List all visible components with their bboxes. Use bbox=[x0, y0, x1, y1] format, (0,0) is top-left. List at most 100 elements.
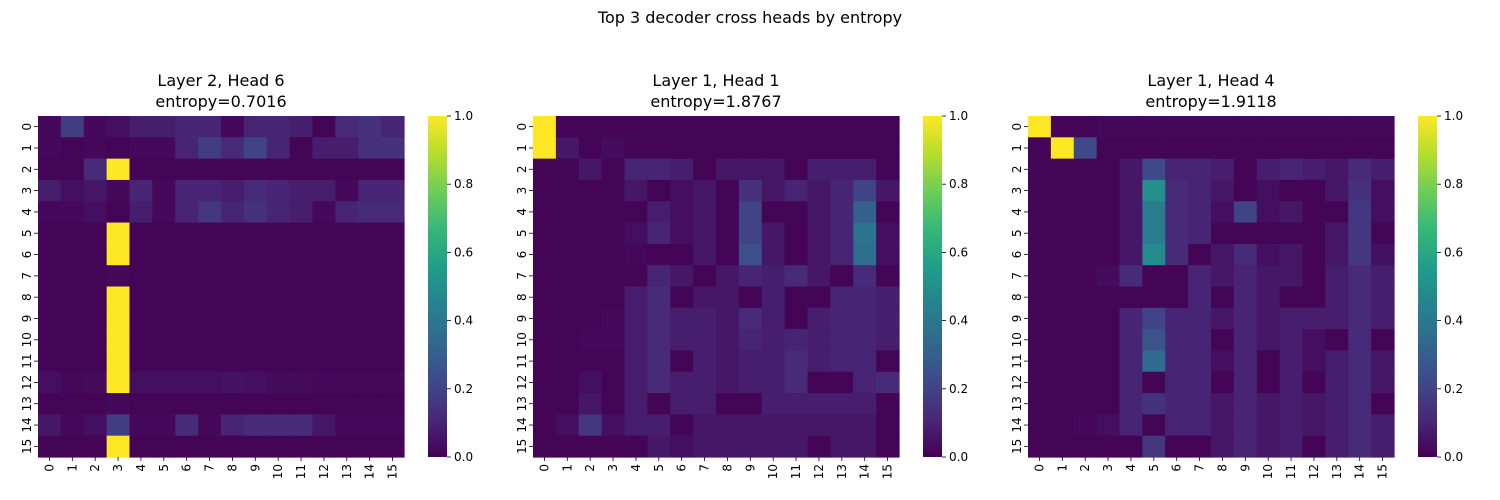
heatmap-cell-r13-c9 bbox=[738, 393, 763, 415]
y-tick-label: 9 bbox=[20, 315, 34, 323]
colorbar-tick-label: 0.6 bbox=[1444, 245, 1463, 259]
heatmap-cell-r4-c9 bbox=[738, 201, 763, 224]
heatmap-cell-r11-c1 bbox=[60, 350, 85, 373]
colorbar-tick-label: 0.8 bbox=[1444, 177, 1463, 191]
heatmap-cell-r13-c12 bbox=[1302, 393, 1326, 415]
heatmap-cell-r11-c10 bbox=[761, 350, 786, 373]
heatmap-cell-r5-c13 bbox=[1325, 222, 1349, 245]
y-tick-label: 4 bbox=[20, 208, 34, 216]
heatmap-cell-r14-c14 bbox=[358, 414, 382, 437]
heatmap-cell-r1-c5 bbox=[152, 137, 176, 160]
heatmap-cell-r12-c12 bbox=[1302, 371, 1326, 394]
x-tick-label: 6 bbox=[180, 464, 194, 472]
heatmap-cell-r13-c10 bbox=[266, 393, 291, 415]
heatmap-cell-r5-c4 bbox=[1119, 222, 1143, 245]
heatmap-cell-r4-c1 bbox=[60, 201, 85, 224]
heatmap-cell-r10-c15 bbox=[876, 329, 900, 352]
heatmap-cell-r14-c4 bbox=[624, 414, 648, 437]
heatmap-cell-r11-c8 bbox=[716, 350, 740, 373]
heatmap-cell-r9-c15 bbox=[1371, 307, 1395, 330]
heatmap-cell-r12-c12 bbox=[807, 371, 831, 394]
heatmap-cell-r7-c5 bbox=[152, 265, 176, 288]
heatmap-cell-r5-c1 bbox=[60, 222, 85, 245]
heatmap-cell-r4-c3 bbox=[601, 201, 626, 224]
heatmap-cell-r4-c3 bbox=[1096, 201, 1121, 224]
heatmap-cell-r8-c7 bbox=[693, 286, 717, 309]
heatmap-cell-r7-c4 bbox=[624, 265, 648, 288]
heatmap-cell-r4-c5 bbox=[1142, 201, 1166, 224]
heatmap-cell-r9-c1 bbox=[555, 307, 580, 330]
y-tick-label: 2 bbox=[20, 165, 34, 173]
heatmap-cell-r14-c3 bbox=[106, 414, 131, 437]
y-tick-label: 6 bbox=[20, 251, 34, 259]
heatmap-cell-r0-c11 bbox=[289, 116, 314, 138]
x-tick-label: 3 bbox=[111, 464, 125, 472]
heatmap-cell-r7-c0 bbox=[533, 265, 557, 288]
heatmap-cell-r6-c8 bbox=[716, 243, 740, 266]
x-tick-label: 15 bbox=[1376, 464, 1390, 479]
x-tick-label: 6 bbox=[1170, 464, 1184, 472]
x-tick-label: 3 bbox=[606, 464, 620, 472]
heatmap-cell-r8-c8 bbox=[716, 286, 740, 309]
heatmap-cell-r5-c7 bbox=[1188, 222, 1212, 245]
colorbar-tick-label: 0.2 bbox=[949, 382, 968, 396]
heatmap-cell-r15-c7 bbox=[693, 435, 717, 458]
y-tick-label: 2 bbox=[1010, 165, 1024, 173]
heatmap-cell-r8-c3 bbox=[106, 286, 131, 309]
heatmap-cell-r2-c8 bbox=[716, 158, 740, 181]
heatmap-cell-r2-c13 bbox=[830, 158, 854, 181]
heatmap-cell-r3-c14 bbox=[853, 179, 877, 202]
heatmap-cell-r11-c1 bbox=[555, 350, 580, 373]
heatmap-cells bbox=[533, 116, 900, 458]
heatmap-cell-r2-c2 bbox=[578, 158, 603, 181]
heatmap-cell-r2-c10 bbox=[761, 158, 786, 181]
heatmap-cell-r3-c5 bbox=[647, 179, 671, 202]
heatmap-cell-r12-c7 bbox=[198, 371, 222, 394]
heatmap-cell-r11-c2 bbox=[578, 350, 603, 373]
panel-title-line2: entropy=1.9118 bbox=[1145, 92, 1276, 111]
y-tick-label: 10 bbox=[515, 332, 529, 347]
heatmap-cell-r1-c6 bbox=[1165, 137, 1189, 160]
heatmap-cell-r6-c4 bbox=[1119, 243, 1143, 266]
heatmap-cell-r4-c2 bbox=[1073, 201, 1098, 224]
heatmap-cell-r9-c10 bbox=[761, 307, 786, 330]
heatmap-cell-r8-c5 bbox=[152, 286, 176, 309]
heatmap-cell-r12-c0 bbox=[1028, 371, 1052, 394]
heatmap-cell-r13-c1 bbox=[60, 393, 85, 415]
heatmap-cell-r3-c1 bbox=[1050, 179, 1075, 202]
heatmap-cell-r12-c10 bbox=[761, 371, 786, 394]
heatmap-cell-r4-c6 bbox=[175, 201, 199, 224]
heatmap-cell-r2-c9 bbox=[243, 158, 268, 181]
heatmap-cell-r1-c8 bbox=[1211, 137, 1235, 160]
heatmap-cell-r8-c10 bbox=[1256, 286, 1281, 309]
heatmap-cell-r14-c6 bbox=[670, 414, 694, 437]
heatmap-cells bbox=[38, 116, 405, 458]
heatmap-cell-r8-c14 bbox=[853, 286, 877, 309]
heatmap-cell-r0-c12 bbox=[807, 116, 831, 138]
heatmap-cell-r1-c13 bbox=[335, 137, 359, 160]
heatmap-cell-r14-c1 bbox=[1050, 414, 1075, 437]
heatmap-cell-r9-c11 bbox=[289, 307, 314, 330]
x-tick-label: 9 bbox=[1238, 464, 1252, 472]
heatmap-cell-r15-c4 bbox=[129, 435, 153, 458]
x-tick-label: 5 bbox=[1147, 464, 1161, 472]
heatmap-cell-r4-c4 bbox=[129, 201, 153, 224]
y-tick-label: 13 bbox=[20, 396, 34, 411]
heatmap-cell-r2-c8 bbox=[1211, 158, 1235, 181]
heatmap-cell-r0-c6 bbox=[1165, 116, 1189, 138]
heatmap-cell-r5-c8 bbox=[716, 222, 740, 245]
y-tick-label: 8 bbox=[515, 293, 529, 301]
heatmap-cell-r14-c9 bbox=[243, 414, 268, 437]
heatmap-cell-r6-c1 bbox=[60, 243, 85, 266]
heatmap-cell-r4-c12 bbox=[312, 201, 336, 224]
heatmap-cell-r7-c10 bbox=[266, 265, 291, 288]
heatmap-cell-r11-c11 bbox=[784, 350, 809, 373]
heatmap-cell-r13-c3 bbox=[601, 393, 626, 415]
heatmap-cell-r4-c12 bbox=[1302, 201, 1326, 224]
heatmap-cell-r14-c10 bbox=[1256, 414, 1281, 437]
heatmap-cell-r14-c10 bbox=[266, 414, 291, 437]
heatmap-cell-r8-c2 bbox=[578, 286, 603, 309]
heatmap-cell-r10-c6 bbox=[670, 329, 694, 352]
y-tick-label: 9 bbox=[515, 315, 529, 323]
x-tick-labels: 0 1 2 3 4 5 6 7 8 9 10 11 12 13 14 15 bbox=[42, 457, 400, 479]
